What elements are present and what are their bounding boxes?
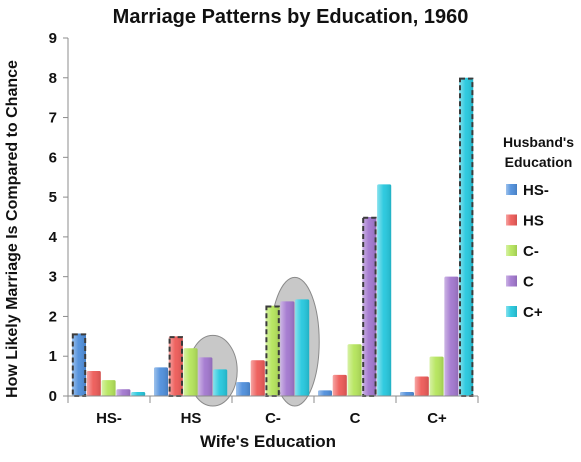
bar-c-c: [362, 216, 377, 397]
legend-label: HS: [523, 213, 544, 230]
legend: HS- HS C- C C+: [506, 182, 549, 321]
bars: [71, 77, 474, 398]
y-tick-label: 8: [49, 70, 57, 87]
y-tick-label: 1: [49, 348, 57, 365]
y-axis-label: How Likely Marriage Is Compared to Chanc…: [4, 60, 21, 398]
legend-label: C: [523, 274, 534, 291]
legend-item-cplus: C+: [506, 304, 543, 321]
x-tick-label-hsminus: HS-: [96, 410, 122, 427]
bar-cminus-cplus: [295, 299, 310, 396]
bar-hsminus-hsminus: [71, 333, 87, 397]
legend-item-cminus: C-: [506, 243, 539, 260]
bar-cminus-cminus: [265, 305, 280, 398]
y-tick-label: 9: [49, 30, 57, 47]
legend-item-hs: HS: [506, 213, 544, 230]
legend-item-c: C: [506, 274, 534, 291]
x-tick-label-cplus: C+: [427, 410, 447, 427]
chart-title: Marriage Patterns by Education, 1960: [112, 6, 469, 28]
legend-title-line-1: Husband's: [502, 134, 574, 150]
axes: 0 1 2 3 4 5 6 7 8 9 HS- HS C- C C+: [49, 30, 479, 427]
bar-cplus-hs: [414, 376, 429, 396]
bar-hsminus-cplus: [131, 392, 146, 396]
bar-cplus-cplus: [459, 77, 474, 397]
y-tick-label: 7: [49, 110, 57, 127]
legend-title-line-2: Education: [504, 154, 573, 170]
y-tick-label: 4: [49, 229, 58, 246]
bar-hs-cplus: [213, 369, 228, 396]
bar-cminus-hs: [250, 360, 265, 396]
bar-hs-cminus: [183, 348, 198, 396]
bar-cminus-c: [280, 301, 295, 396]
x-tick-label-hs: HS: [181, 410, 202, 427]
y-tick-label: 5: [49, 189, 57, 206]
bar-hs-hs: [168, 336, 184, 397]
bar-cplus-c: [444, 276, 459, 396]
bar-hsminus-c: [116, 389, 131, 396]
y-tick-label: 3: [49, 269, 57, 286]
bar-c-hs: [332, 374, 347, 396]
bar-hsminus-hs: [86, 370, 101, 396]
bar-c-hsminus: [318, 390, 332, 396]
x-tick-label-c: C: [350, 410, 361, 427]
bar-cplus-cminus: [429, 356, 444, 396]
y-tick-label: 6: [49, 149, 57, 166]
bar-c-cplus: [377, 184, 392, 396]
bar-hs-hsminus: [154, 367, 168, 396]
bar-cplus-hsminus: [400, 392, 414, 396]
bar-cminus-hsminus: [236, 382, 250, 396]
bar-c-cminus: [347, 344, 362, 396]
legend-label: HS-: [523, 182, 549, 199]
bar-hsminus-cminus: [101, 380, 116, 396]
legend-label: C-: [523, 243, 539, 260]
x-axis-label: Wife's Education: [199, 432, 337, 451]
legend-label: C+: [523, 304, 543, 321]
legend-item-hsminus: HS-: [506, 182, 549, 199]
bar-hs-c: [198, 357, 213, 396]
legend-title: Husband's Education: [496, 132, 581, 172]
y-tick-label: 0: [49, 388, 57, 405]
y-tick-label: 2: [49, 308, 57, 325]
x-tick-label-cminus: C-: [265, 410, 281, 427]
